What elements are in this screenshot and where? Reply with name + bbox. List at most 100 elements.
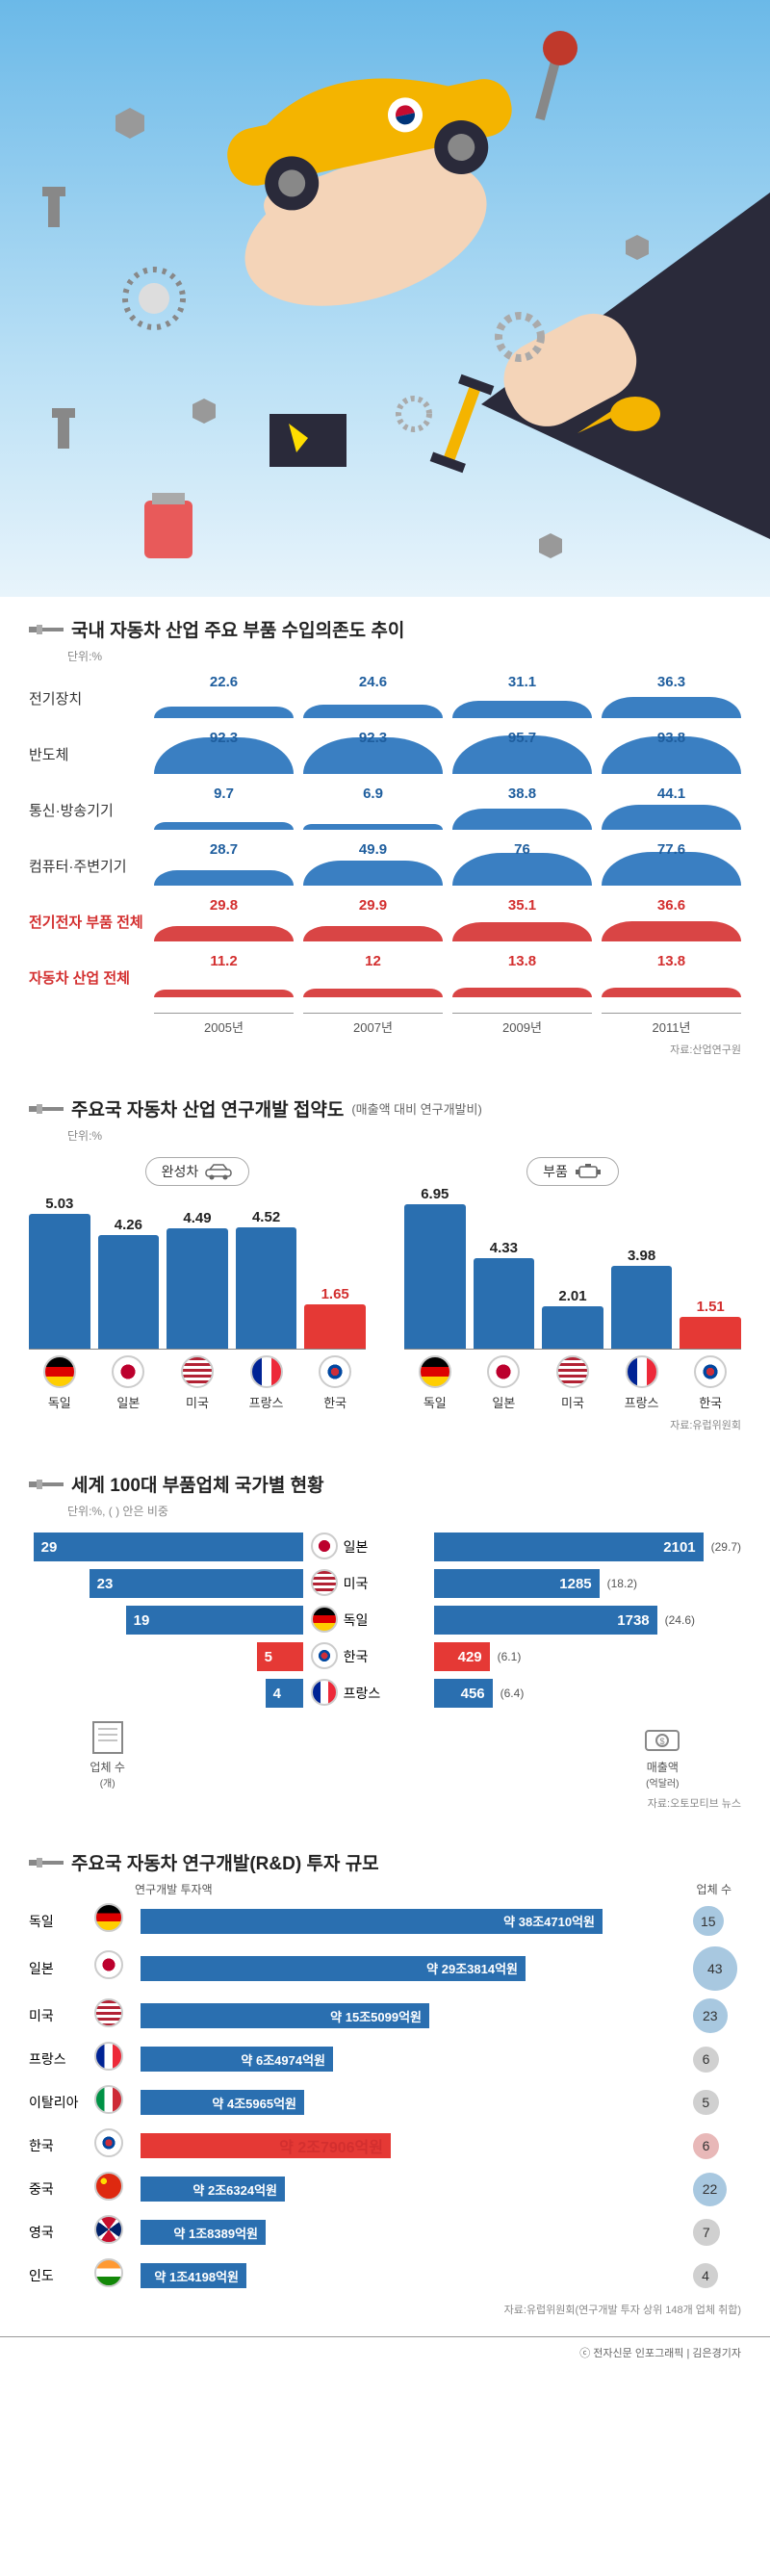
hump-cell: 92.3 — [303, 734, 443, 774]
row-label: 통신·방송기기 — [29, 800, 144, 820]
hump-cell: 22.6 — [154, 678, 294, 718]
left-bar: 23 — [29, 1569, 303, 1598]
hump-cell: 92.3 — [154, 734, 294, 774]
investment-row: 영국 약 1조8389억원 7 — [29, 2215, 741, 2251]
investment-row: 인도 약 1조4198억원 4 — [29, 2258, 741, 2294]
bar: 4.33 — [474, 1240, 535, 1349]
bolt-icon — [29, 1856, 64, 1869]
section3-unit: 단위:%, ( ) 안은 비중 — [67, 1503, 741, 1519]
row-label: 전기전자 부품 전체 — [29, 912, 144, 932]
country-label: 일본 — [474, 1355, 535, 1411]
hump-cell: 13.8 — [602, 957, 741, 997]
row-label: 컴퓨터·주변기기 — [29, 856, 144, 876]
country-label: 프랑스 — [611, 1355, 673, 1411]
section-top100-suppliers: 세계 100대 부품업체 국가별 현황 단위:%, ( ) 안은 비중 29 일본… — [0, 1452, 770, 1830]
country-label: 일본 — [98, 1355, 160, 1411]
investment-row: 이탈리아 약 4조5965억원 5 — [29, 2085, 741, 2121]
row-label: 반도체 — [29, 744, 144, 764]
investment-row: 프랑스 약 6조4974억원 6 — [29, 2042, 741, 2077]
bar: 4.49 — [167, 1210, 228, 1349]
group-car: 완성차 5.034.264.494.521.65 독일일본미국프랑스한국 — [29, 1157, 366, 1411]
section4-title: 주요국 자동차 연구개발(R&D) 투자 규모 — [29, 1849, 741, 1875]
country-label: 독일 — [29, 1355, 90, 1411]
hump-cell: 24.6 — [303, 678, 443, 718]
section2-source: 자료:유럽위원회 — [29, 1417, 741, 1432]
bar: 6.95 — [404, 1186, 466, 1349]
bar: 4.52 — [236, 1209, 297, 1349]
right-bar: 1738(24.6) — [434, 1606, 741, 1635]
hump-cell: 13.8 — [452, 957, 592, 997]
hump-cell: 35.1 — [452, 901, 592, 941]
investment-row: 한국 약 2조7906억원 6 — [29, 2128, 741, 2164]
hero-illustration — [0, 0, 770, 597]
country-mid: 한국 — [311, 1642, 426, 1671]
country-mid: 독일 — [311, 1606, 426, 1635]
hump-cell: 12 — [303, 957, 443, 997]
section-import-dependency: 국내 자동차 산업 주요 부품 수입의존도 추이 단위:% 전기장치22.624… — [0, 597, 770, 1076]
section1-title: 국내 자동차 산업 주요 부품 수입의존도 추이 — [29, 616, 741, 642]
section3-title: 세계 100대 부품업체 국가별 현황 — [29, 1471, 741, 1497]
right-bar: 1285(18.2) — [434, 1569, 741, 1598]
investment-row: 미국 약 15조5099억원 23 — [29, 1998, 741, 2034]
hump-cell: 11.2 — [154, 957, 294, 997]
section1-unit: 단위:% — [67, 648, 741, 664]
hump-cell: 93.8 — [602, 734, 741, 774]
section1-source: 자료:산업연구원 — [29, 1042, 741, 1057]
hump-cell: 38.8 — [452, 789, 592, 830]
year-label: 2009년 — [452, 1013, 592, 1036]
bar: 1.65 — [304, 1286, 366, 1349]
year-label: 2007년 — [303, 1013, 443, 1036]
bar: 4.26 — [98, 1217, 160, 1349]
left-bar: 4 — [29, 1679, 303, 1708]
hump-cell: 36.6 — [602, 901, 741, 941]
left-bar: 5 — [29, 1642, 303, 1671]
group-engine: 부품 6.954.332.013.981.51 독일일본미국프랑스한국 — [404, 1157, 741, 1411]
section-rnd-intensity: 주요국 자동차 산업 연구개발 접약도 (매출액 대비 연구개발비) 단위:% … — [0, 1076, 770, 1452]
hump-cell: 6.9 — [303, 789, 443, 830]
right-bar: 2101(29.7) — [434, 1533, 741, 1561]
section2-unit: 단위:% — [67, 1127, 741, 1144]
section3-source: 자료:오토모티브 뉴스 — [29, 1795, 741, 1811]
year-label: 2011년 — [602, 1013, 741, 1036]
section2-title: 주요국 자동차 산업 연구개발 접약도 (매출액 대비 연구개발비) — [29, 1095, 741, 1121]
hump-cell: 9.7 — [154, 789, 294, 830]
hump-cell: 49.9 — [303, 845, 443, 886]
footer-credit: ⓒ 전자신문 인포그래픽 | 김은경기자 — [0, 2336, 770, 2380]
hump-cell: 31.1 — [452, 678, 592, 718]
country-mid: 일본 — [311, 1533, 426, 1561]
hump-cell: 95.7 — [452, 734, 592, 774]
hump-cell: 29.8 — [154, 901, 294, 941]
year-label: 2005년 — [154, 1013, 294, 1036]
investment-row: 독일 약 38조4710억원 15 — [29, 1903, 741, 1939]
investment-row: 일본 약 29조3814억원 43 — [29, 1946, 741, 1991]
hump-cell: 44.1 — [602, 789, 741, 830]
section4-source: 자료:유럽위원회(연구개발 투자 상위 148개 업체 취합) — [29, 2302, 741, 2317]
bar: 5.03 — [29, 1196, 90, 1349]
bar: 1.51 — [680, 1299, 741, 1349]
country-mid: 미국 — [311, 1569, 426, 1598]
right-bar: 456(6.4) — [434, 1679, 741, 1708]
bolt-icon — [29, 1478, 64, 1491]
hump-cell: 28.7 — [154, 845, 294, 886]
country-label: 미국 — [542, 1355, 603, 1411]
left-bar: 29 — [29, 1533, 303, 1561]
bolt-icon — [29, 1102, 64, 1116]
country-label: 프랑스 — [236, 1355, 297, 1411]
section-rnd-investment: 주요국 자동차 연구개발(R&D) 투자 규모 연구개발 투자액업체 수 독일 … — [0, 1830, 770, 2336]
country-label: 한국 — [680, 1355, 741, 1411]
hump-cell: 36.3 — [602, 678, 741, 718]
investment-row: 중국 약 2조6324억원 22 — [29, 2172, 741, 2207]
left-bar: 19 — [29, 1606, 303, 1635]
row-label: 자동차 산업 전체 — [29, 967, 144, 988]
country-mid: 프랑스 — [311, 1679, 426, 1708]
bar: 3.98 — [611, 1248, 673, 1349]
hump-cell: 77.6 — [602, 845, 741, 886]
company-count-label: 업체 수(개) — [84, 1717, 132, 1790]
svg-text:$: $ — [660, 1737, 665, 1746]
revenue-label: $ 매출액(억달러) — [638, 1717, 686, 1790]
bar: 2.01 — [542, 1288, 603, 1349]
hump-cell: 76 — [452, 845, 592, 886]
right-bar: 429(6.1) — [434, 1642, 741, 1671]
bolt-icon — [29, 623, 64, 636]
country-label: 한국 — [304, 1355, 366, 1411]
